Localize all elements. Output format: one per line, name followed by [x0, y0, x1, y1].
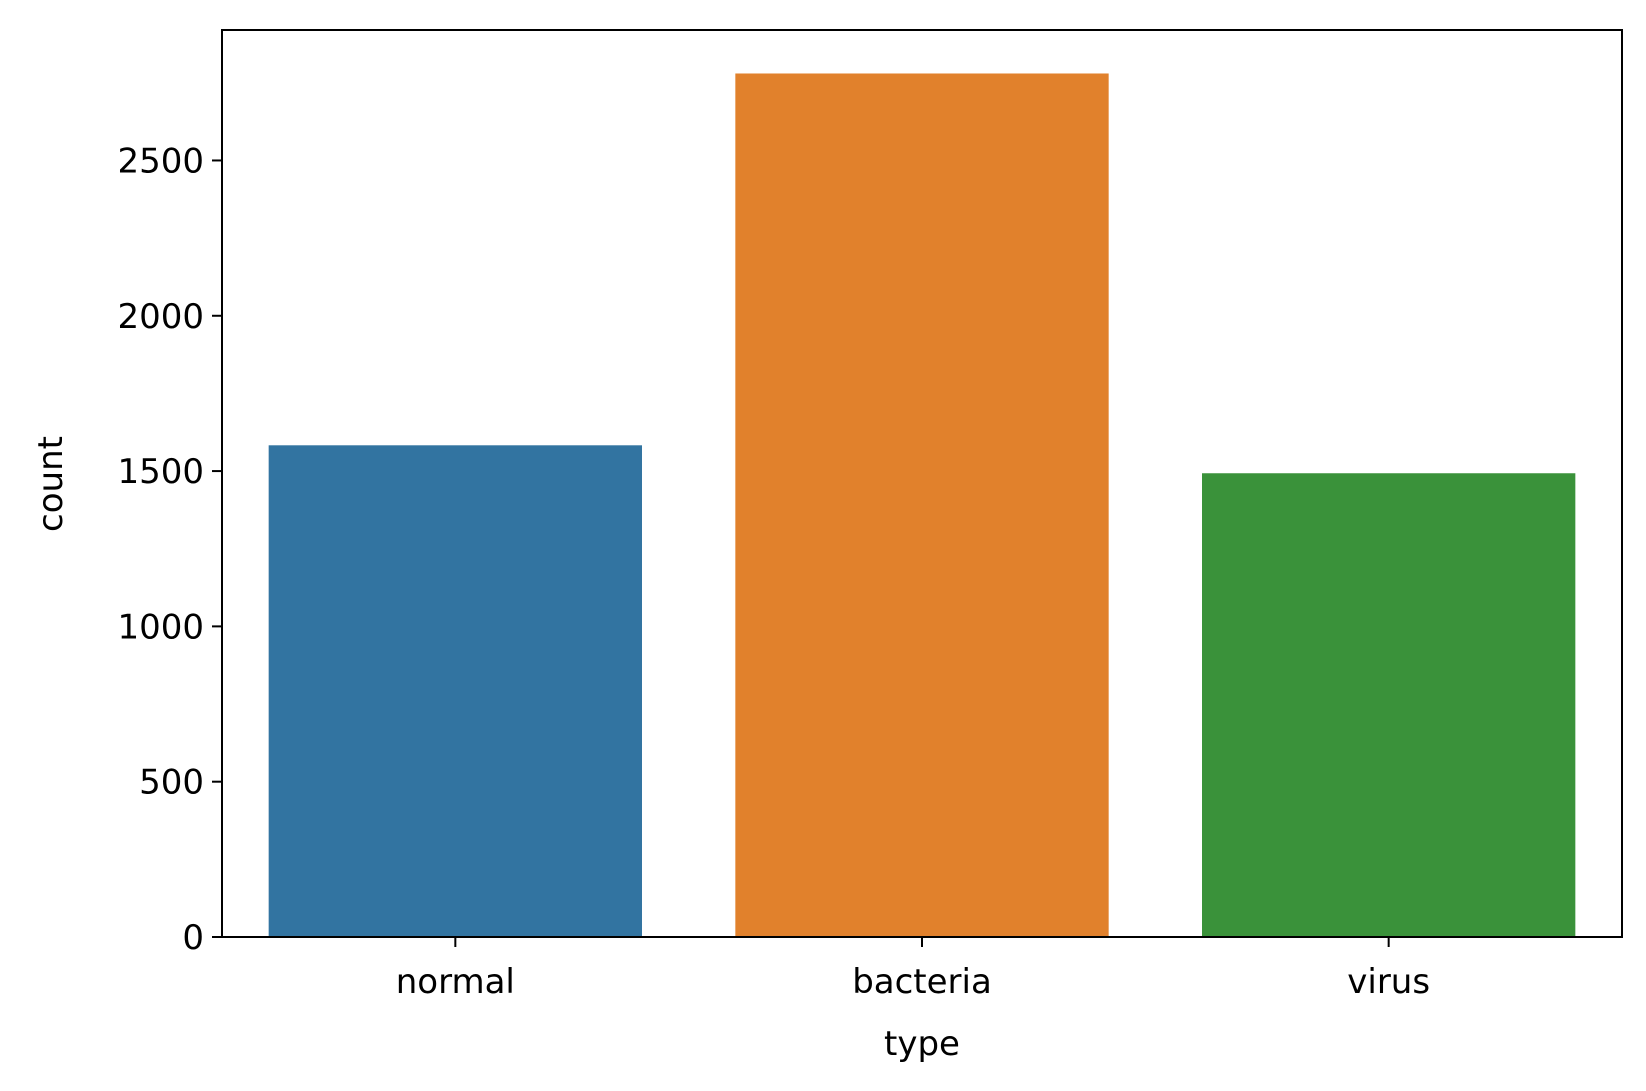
y-tick-label: 0: [182, 918, 204, 958]
y-tick-label: 2000: [117, 297, 204, 337]
plot-frame: [221, 29, 1623, 938]
bar-virus: [1202, 473, 1576, 937]
bars-group: [268, 73, 1576, 937]
y-tick-label: 500: [139, 763, 204, 803]
x-tick-label: bacteria: [852, 962, 992, 1002]
y-axis-label: count: [31, 436, 71, 532]
y-tick-label: 2500: [117, 141, 204, 181]
x-axis-label: type: [884, 1024, 960, 1064]
x-axis-ticks: normal bacteria virus: [396, 937, 1430, 1002]
x-tick-label: virus: [1347, 962, 1430, 1002]
y-tick-label: 1000: [117, 607, 204, 647]
bar-normal: [268, 445, 642, 937]
bar-bacteria: [735, 73, 1109, 937]
y-axis-ticks: 0 500 1000 1500 2000 2500: [117, 141, 222, 958]
x-tick-label: normal: [396, 962, 515, 1002]
y-tick-label: 1500: [117, 452, 204, 492]
